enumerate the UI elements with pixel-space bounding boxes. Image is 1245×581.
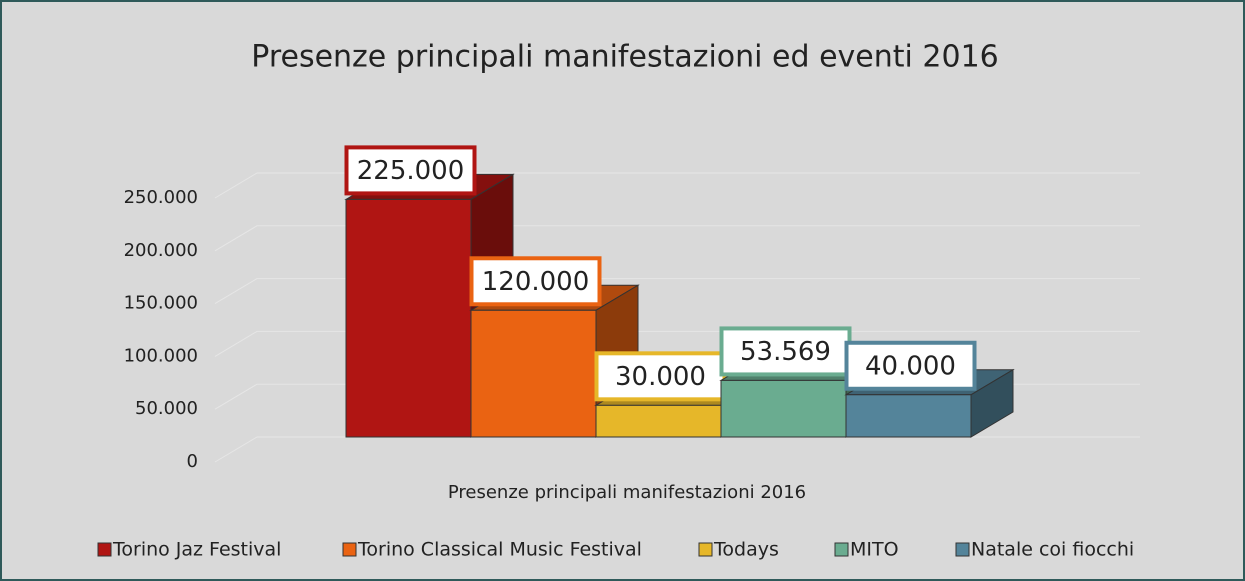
bar [845,394,972,438]
value-label-box [844,340,977,391]
y-tick-label: 50.000 [135,398,198,419]
y-tick-label: 150.000 [124,293,198,314]
grid-line [214,225,1140,252]
y-tick-label: 0 [187,451,198,472]
bar [720,379,847,438]
value-label: 40.000 [865,351,956,381]
legend-label: Torino Jaz Festival [112,539,281,561]
grid-line [214,172,1140,199]
legend-swatch [342,542,357,557]
value-label: 225.000 [357,156,465,186]
value-label: 120.000 [482,267,590,297]
value-label: 30.000 [615,362,706,392]
value-label-box [469,256,602,307]
x-category-label: Presenze principali manifestazioni 2016 [448,482,806,503]
grid-line [214,278,1140,305]
legend-label: Torino Classical Music Festival [357,539,642,561]
legend-label: Natale coi fiocchi [971,539,1134,561]
y-tick-label: 250.000 [124,187,198,208]
legend-swatch [698,542,713,557]
y-tick-label: 100.000 [124,345,198,366]
legend-swatch [955,542,970,557]
legend-label: MITO [850,539,899,561]
value-label: 53.569 [740,337,831,367]
bar [595,404,722,438]
value-label-box [344,145,477,196]
legend-label: Todays [713,539,779,561]
bar [345,198,472,438]
bar [470,309,597,438]
y-tick-label: 200.000 [124,240,198,261]
legend-swatch [97,542,112,557]
chart-title: Presenze principali manifestazioni ed ev… [251,40,999,75]
legend-swatch [834,542,849,557]
